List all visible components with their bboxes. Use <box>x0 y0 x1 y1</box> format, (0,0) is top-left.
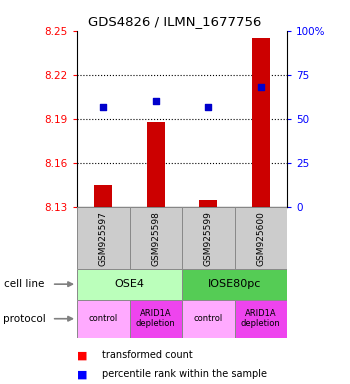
FancyBboxPatch shape <box>182 300 234 338</box>
Text: GSM925598: GSM925598 <box>151 211 160 265</box>
FancyBboxPatch shape <box>130 207 182 269</box>
Point <box>153 98 159 104</box>
FancyBboxPatch shape <box>77 207 130 269</box>
Text: ARID1A
depletion: ARID1A depletion <box>136 309 176 328</box>
Text: GDS4826 / ILMN_1677756: GDS4826 / ILMN_1677756 <box>88 15 262 28</box>
Text: OSE4: OSE4 <box>114 279 145 289</box>
Text: ARID1A
depletion: ARID1A depletion <box>241 309 281 328</box>
Bar <box>199 200 217 207</box>
Text: control: control <box>194 314 223 323</box>
Bar <box>94 185 112 207</box>
Text: GSM925597: GSM925597 <box>99 211 108 265</box>
Text: ■: ■ <box>77 369 88 379</box>
Text: protocol: protocol <box>4 314 46 324</box>
FancyBboxPatch shape <box>182 207 234 269</box>
Text: control: control <box>89 314 118 323</box>
FancyBboxPatch shape <box>77 300 130 338</box>
Point <box>258 84 264 90</box>
Bar <box>147 122 165 207</box>
FancyBboxPatch shape <box>234 300 287 338</box>
Text: transformed count: transformed count <box>102 350 192 360</box>
Point <box>100 104 106 110</box>
Text: IOSE80pc: IOSE80pc <box>208 279 261 289</box>
FancyBboxPatch shape <box>77 269 182 300</box>
Point <box>205 104 211 110</box>
Text: GSM925599: GSM925599 <box>204 211 213 265</box>
FancyBboxPatch shape <box>234 207 287 269</box>
Text: cell line: cell line <box>4 279 44 289</box>
FancyBboxPatch shape <box>182 269 287 300</box>
Bar <box>252 38 270 207</box>
FancyBboxPatch shape <box>130 300 182 338</box>
Text: percentile rank within the sample: percentile rank within the sample <box>102 369 266 379</box>
Text: ■: ■ <box>77 350 88 360</box>
Text: GSM925600: GSM925600 <box>256 211 265 265</box>
